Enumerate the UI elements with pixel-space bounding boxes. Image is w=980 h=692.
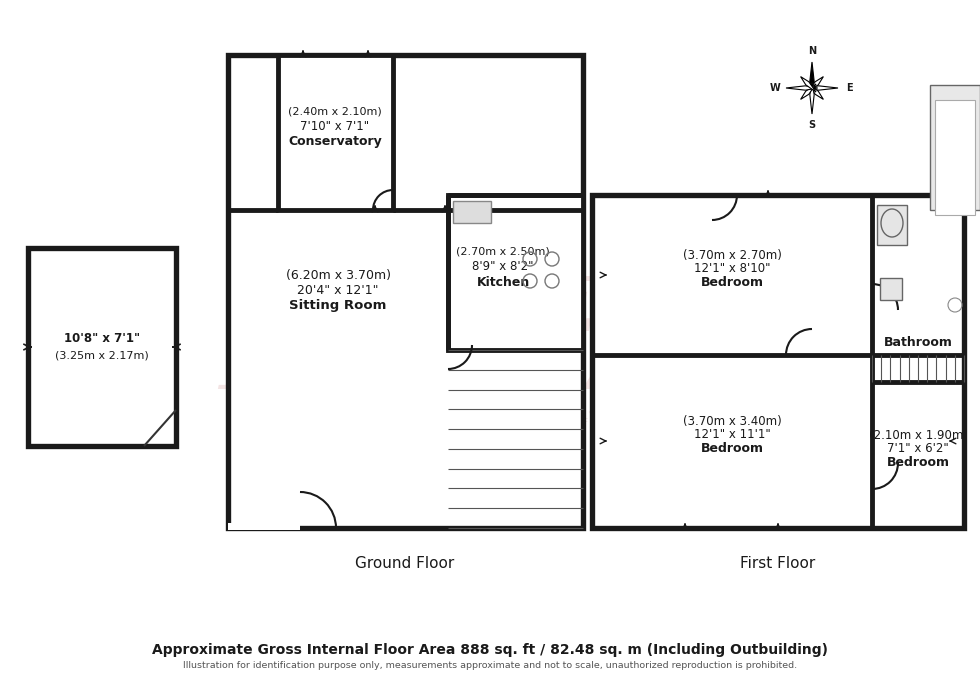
Bar — [935, 100, 975, 215]
Text: (6.20m x 3.70m): (6.20m x 3.70m) — [285, 269, 390, 282]
Bar — [448, 195, 583, 350]
Text: (2.70m x 2.50m): (2.70m x 2.50m) — [456, 247, 550, 257]
Text: (2.10m x 1.90m): (2.10m x 1.90m) — [868, 428, 967, 441]
Text: Conservatory: Conservatory — [288, 136, 382, 149]
Text: First Floor: First Floor — [740, 556, 815, 570]
Polygon shape — [808, 84, 823, 100]
Bar — [592, 195, 964, 528]
Polygon shape — [809, 82, 814, 114]
Text: 12'1" x 11'1": 12'1" x 11'1" — [694, 428, 770, 441]
Text: (2.40m x 2.10m): (2.40m x 2.10m) — [288, 107, 382, 117]
Text: Bathroom: Bathroom — [884, 336, 953, 349]
Text: Bedroom: Bedroom — [701, 277, 763, 289]
Bar — [28, 248, 176, 446]
Text: 7'10" x 7'1": 7'10" x 7'1" — [301, 120, 369, 134]
Bar — [877, 205, 907, 245]
Text: (3.70m x 2.70m): (3.70m x 2.70m) — [682, 248, 781, 262]
Polygon shape — [801, 84, 816, 100]
Polygon shape — [801, 77, 816, 92]
Text: (3.70m x 3.40m): (3.70m x 3.40m) — [683, 415, 781, 428]
Bar — [880, 278, 902, 300]
Bar — [930, 85, 980, 210]
Text: W: W — [769, 83, 780, 93]
Text: 10'8" x 7'1": 10'8" x 7'1" — [64, 332, 140, 345]
Text: 8'9" x 8'2": 8'9" x 8'2" — [472, 260, 534, 273]
Polygon shape — [809, 62, 814, 93]
Text: Approximate Gross Internal Floor Area 888 sq. ft / 82.48 sq. m (Including Outbui: Approximate Gross Internal Floor Area 88… — [152, 643, 828, 657]
Text: E: E — [846, 83, 853, 93]
Polygon shape — [808, 77, 823, 92]
Text: ESTATE AGENTS SINCE 1947: ESTATE AGENTS SINCE 1947 — [382, 411, 598, 425]
Text: (3.25m x 2.17m): (3.25m x 2.17m) — [55, 350, 149, 360]
Text: N: N — [808, 46, 816, 56]
Ellipse shape — [881, 209, 903, 237]
Text: Bedroom: Bedroom — [887, 457, 950, 469]
Bar — [278, 55, 393, 210]
Text: Illustration for identification purpose only, measurements approximate and not t: Illustration for identification purpose … — [183, 662, 797, 671]
Polygon shape — [807, 86, 838, 90]
Text: 12'1" x 8'10": 12'1" x 8'10" — [694, 262, 770, 275]
Text: Kitchen: Kitchen — [476, 275, 529, 289]
Bar — [228, 522, 300, 530]
Text: Sitting Room: Sitting Room — [289, 300, 387, 313]
Text: McTAGGART: McTAGGART — [220, 331, 760, 404]
Text: 7'1" x 6'2": 7'1" x 6'2" — [887, 442, 949, 455]
Bar — [228, 55, 583, 528]
Text: 20'4" x 12'1": 20'4" x 12'1" — [297, 284, 378, 298]
Text: Bedroom: Bedroom — [701, 442, 763, 455]
Text: MANSELL: MANSELL — [276, 274, 704, 346]
Text: Ground Floor: Ground Floor — [356, 556, 455, 570]
Bar — [453, 201, 491, 223]
Text: S: S — [808, 120, 815, 130]
Polygon shape — [786, 86, 817, 90]
